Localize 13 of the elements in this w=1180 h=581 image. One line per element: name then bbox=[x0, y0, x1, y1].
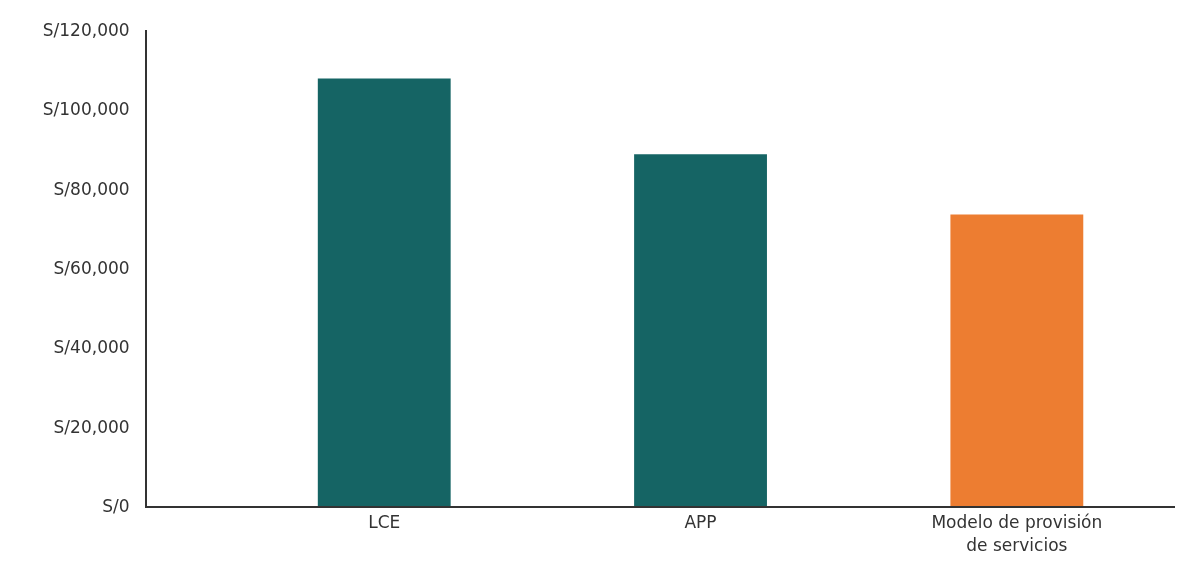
bar bbox=[950, 214, 1084, 506]
y-tick-label: S/0 bbox=[102, 495, 130, 516]
y-tick-label: S/80,000 bbox=[53, 178, 130, 199]
y-tick-label: S/60,000 bbox=[53, 257, 130, 278]
x-tick-label: APP bbox=[684, 512, 717, 533]
y-tick-label: S/100,000 bbox=[42, 99, 130, 120]
y-tick-label: S/20,000 bbox=[53, 416, 130, 437]
y-tick-label: S/120,000 bbox=[42, 19, 130, 40]
x-tick-label: Modelo de provisión de servicios bbox=[931, 512, 1103, 555]
y-tick-label: S/40,000 bbox=[53, 337, 130, 358]
bar bbox=[317, 78, 451, 506]
bar bbox=[634, 154, 767, 506]
x-tick-label: LCE bbox=[368, 512, 401, 533]
